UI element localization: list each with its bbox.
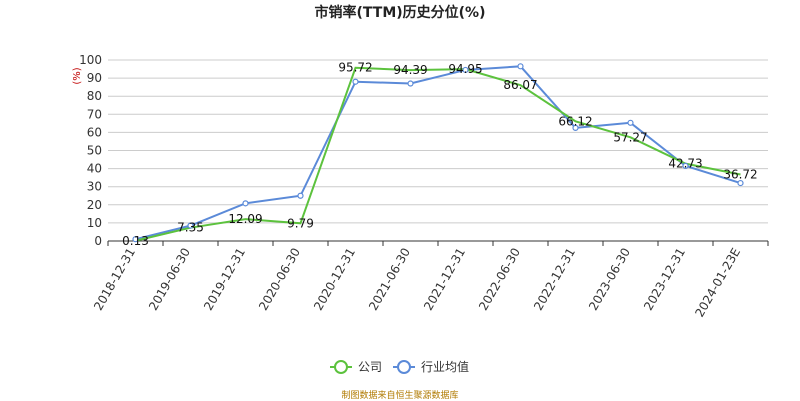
y-tick-label: 80 xyxy=(87,89,102,103)
x-tick-label: 2021-12-31 xyxy=(421,246,468,313)
y-tick-label: 10 xyxy=(87,216,102,230)
y-tick-label: 50 xyxy=(87,144,102,158)
y-axis: 0 10 20 30 40 50 60 70 80 90 100 xyxy=(79,53,102,248)
x-tick-label: 2023-12-31 xyxy=(641,246,688,313)
industry-point xyxy=(517,63,524,70)
x-tick-label: 2024-01-23E xyxy=(692,246,743,320)
y-tick-label: 0 xyxy=(94,234,102,248)
legend-item-industry: 行业均值 xyxy=(421,359,469,374)
x-tick-label: 2019-06-30 xyxy=(146,246,193,313)
data-label: 57.27 xyxy=(613,130,647,144)
series-lines xyxy=(135,65,741,242)
company-line xyxy=(135,66,741,242)
x-tick-label: 2023-06-30 xyxy=(586,246,633,313)
industry-point xyxy=(297,192,304,199)
legend-marker xyxy=(397,360,411,374)
x-tick-label: 2022-06-30 xyxy=(476,246,523,313)
data-label: 7.35 xyxy=(177,221,204,235)
x-tick-label: 2020-06-30 xyxy=(256,246,303,313)
industry-point xyxy=(352,78,359,85)
legend-marker xyxy=(334,360,348,374)
industry-point xyxy=(627,119,634,126)
industry-point xyxy=(132,236,139,243)
y-unit-label: (%) xyxy=(72,67,83,84)
y-tick-label: 20 xyxy=(87,198,102,212)
x-tick-label: 2018-12-31 xyxy=(91,246,138,313)
grid-lines xyxy=(108,59,768,242)
x-tick-label: 2020-12-31 xyxy=(311,246,358,313)
x-axis: 2018-12-31 2019-06-30 2019-12-31 2020-06-30… xyxy=(91,241,769,320)
data-label: 95.72 xyxy=(338,61,372,75)
chart-title: 市销率(TTM)历史分位(%) xyxy=(314,5,486,21)
legend: 公司 行业均值 xyxy=(330,359,469,374)
industry-point xyxy=(242,200,249,207)
y-tick-label: 60 xyxy=(87,125,102,139)
industry-point xyxy=(572,124,579,131)
x-tick-label: 2019-12-31 xyxy=(201,246,248,313)
source-note: 制图数据来自恒生聚源数据库 xyxy=(341,391,459,401)
industry-point xyxy=(737,179,744,187)
industry-point xyxy=(407,80,414,87)
data-label: 86.07 xyxy=(503,78,537,92)
industry-line xyxy=(135,65,741,241)
data-label: 0.13 xyxy=(122,234,149,248)
y-tick-label: 100 xyxy=(79,53,102,67)
data-label: 42.73 xyxy=(668,157,702,171)
data-label: 9.79 xyxy=(287,216,314,230)
data-label: 66.12 xyxy=(558,114,592,128)
industry-point xyxy=(187,222,194,229)
legend-item-company: 公司 xyxy=(358,360,382,374)
data-label: 94.95 xyxy=(448,62,482,76)
y-tick-label: 40 xyxy=(87,162,102,176)
y-tick-label: 30 xyxy=(87,180,102,194)
data-labels: 0.13 7.35 12.09 9.79 95.72 94.39 94.95 86.07 66.… xyxy=(122,61,758,248)
x-tick-label: 2021-06-30 xyxy=(366,246,413,313)
y-tick-label: 90 xyxy=(87,71,102,85)
data-label: 36.72 xyxy=(723,168,757,182)
y-tick-label: 70 xyxy=(87,107,102,121)
x-tick-label: 2022-12-31 xyxy=(531,246,578,313)
industry-point xyxy=(682,162,689,169)
data-label: 12.09 xyxy=(228,212,262,226)
series-points xyxy=(132,63,744,243)
industry-point xyxy=(462,66,469,74)
data-label: 94.39 xyxy=(393,63,427,77)
